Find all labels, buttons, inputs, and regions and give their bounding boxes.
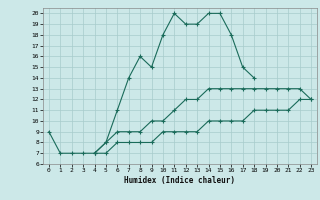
X-axis label: Humidex (Indice chaleur): Humidex (Indice chaleur) — [124, 176, 236, 185]
